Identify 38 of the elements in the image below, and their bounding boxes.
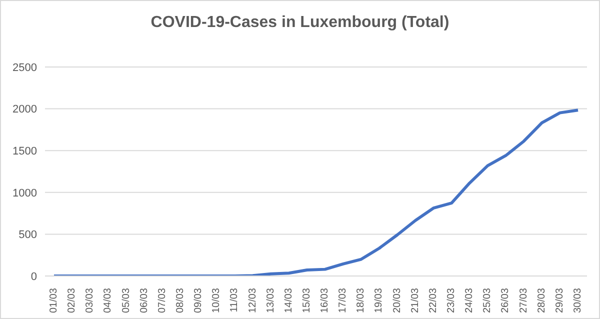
x-tick-label: 25/03: [482, 288, 494, 314]
y-tick-label: 2000: [12, 104, 37, 116]
x-tick-label: 03/03: [84, 288, 96, 314]
x-tick-label: 01/03: [48, 288, 60, 314]
y-tick-label: 1000: [12, 187, 37, 200]
x-tick-label: 10/03: [211, 288, 222, 314]
x-tick-label: 24/03: [464, 288, 476, 314]
x-tick-label: 17/03: [338, 288, 349, 314]
x-tick-label: 23/03: [446, 288, 458, 314]
x-tick-label: 08/03: [174, 288, 186, 314]
x-tick-label: 16/03: [320, 288, 331, 314]
x-tick-label: 13/03: [265, 288, 276, 314]
x-tick-label: 15/03: [301, 288, 312, 314]
x-tick-label: 06/03: [138, 288, 150, 314]
y-tick-label: 2500: [12, 62, 37, 74]
x-tick-label: 11/03: [229, 288, 240, 312]
x-tick-label: 14/03: [283, 288, 294, 314]
x-tick-label: 29/03: [554, 288, 566, 314]
x-tick-label: 20/03: [392, 288, 403, 314]
x-tick-label: 04/03: [102, 288, 114, 314]
x-tick-label: 12/03: [247, 288, 258, 314]
x-tick-label: 09/03: [193, 288, 204, 314]
x-tick-label: 28/03: [536, 288, 548, 314]
x-tick-label: 27/03: [518, 288, 530, 314]
chart-title: COVID-19-Cases in Luxembourg (Total): [150, 14, 450, 32]
x-tick-label: 26/03: [500, 288, 512, 314]
x-tick-label: 30/03: [572, 288, 584, 314]
x-tick-label: 05/03: [120, 288, 132, 314]
x-tick-label: 02/03: [66, 288, 78, 314]
x-tick-label: 22/03: [428, 288, 439, 314]
x-tick-label: 21/03: [410, 288, 421, 314]
y-tick-label: 500: [18, 229, 37, 242]
x-tick-label: 18/03: [356, 288, 367, 314]
line-series: [52, 108, 580, 276]
y-tick-label: 0: [30, 270, 37, 283]
y-tick-label: 1500: [12, 146, 37, 158]
x-tick-label: 07/03: [156, 288, 168, 314]
x-tick-label: 19/03: [374, 288, 385, 314]
